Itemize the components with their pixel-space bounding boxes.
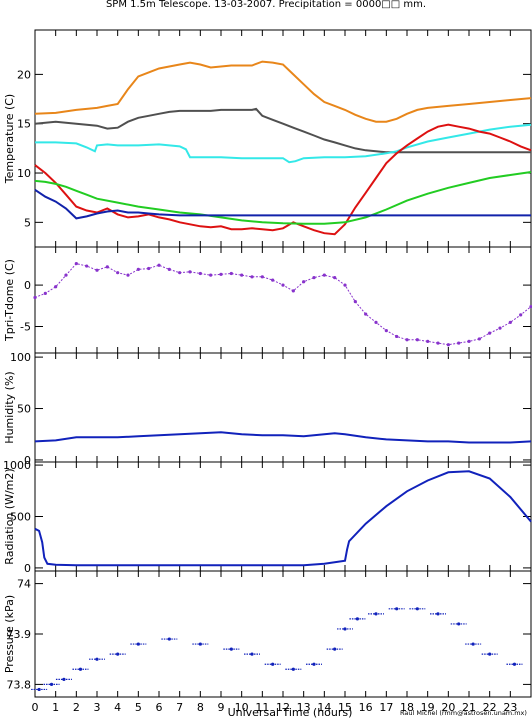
- data-point: [415, 338, 419, 342]
- data-point: [322, 273, 326, 277]
- y-axis-label: Radiation (W/m2): [3, 468, 16, 564]
- series-line: [34, 107, 531, 154]
- series-line: [34, 123, 532, 236]
- x-tick-label: 5: [135, 701, 142, 714]
- panel-2: 0 50 100 Humidity (%): [3, 351, 532, 467]
- y-tick-label: 0: [24, 454, 31, 467]
- y-tick-label: 73.8: [7, 678, 32, 691]
- chart-title: SPM 1.5m Telescope. 13-03-2007. Precipit…: [106, 0, 426, 10]
- x-tick-label: 6: [156, 701, 163, 714]
- data-point: [219, 272, 223, 276]
- x-tick-label: 18: [400, 701, 414, 714]
- y-tick-label: 0: [24, 279, 31, 292]
- y-tick-label: 5: [24, 216, 31, 229]
- panel-1: -5 0 Tpri-Tdome (C): [3, 246, 532, 354]
- x-tick-label: 4: [114, 701, 121, 714]
- y-axis-label: Humidity (%): [3, 371, 16, 443]
- y-tick-label: 10: [17, 167, 31, 180]
- x-tick-label: 16: [359, 701, 373, 714]
- data-point: [209, 273, 213, 277]
- panel-frame: [34, 461, 532, 572]
- y-tick-label: 0: [24, 562, 31, 575]
- y-tick-label: 100: [10, 351, 31, 364]
- x-tick-label: 3: [94, 701, 101, 714]
- data-point: [240, 273, 244, 277]
- x-tick-label: 0: [32, 701, 39, 714]
- data-point: [457, 341, 461, 345]
- series-line: [34, 431, 532, 444]
- x-tick-label: 12: [276, 701, 290, 714]
- x-tick-label: 14: [317, 701, 331, 714]
- x-tick-label: 8: [197, 701, 204, 714]
- x-tick-label: 9: [218, 701, 225, 714]
- data-point: [446, 343, 450, 347]
- data-point: [250, 275, 254, 279]
- x-tick-label: 13: [297, 701, 311, 714]
- x-tick-label: 22: [483, 701, 497, 714]
- data-point: [405, 338, 409, 342]
- data-point: [147, 266, 151, 271]
- x-tick-label: 15: [338, 701, 352, 714]
- y-tick-label: 50: [17, 403, 31, 416]
- series-line: [34, 60, 532, 123]
- y-tick-label: -5: [20, 321, 31, 334]
- series-line: [34, 188, 531, 220]
- series-line: [34, 171, 532, 225]
- y-axis-label: Tpri-Tdome (C): [3, 259, 16, 342]
- data-point: [426, 339, 430, 344]
- y-axis-label: Temperature (C): [3, 94, 16, 184]
- data-point: [260, 275, 264, 279]
- x-tick-label: 7: [176, 701, 183, 714]
- x-axis-label: Universal Time (hours): [228, 706, 353, 719]
- y-tick-label: 73.9: [7, 628, 32, 641]
- data-point: [467, 339, 471, 344]
- panel-frame: [34, 352, 532, 463]
- x-tick-label: 19: [421, 701, 435, 714]
- x-tick-label: 10: [235, 701, 249, 714]
- y-tick-label: 20: [17, 68, 31, 81]
- panel-frame: [34, 246, 532, 354]
- series-line: [34, 470, 532, 567]
- x-tick-label: 17: [379, 701, 393, 714]
- x-tick-label: 23: [503, 701, 517, 714]
- data-point: [198, 271, 202, 276]
- x-tick-label: 11: [255, 701, 269, 714]
- y-axis-label: Pressure (kPa): [3, 595, 16, 673]
- data-point: [477, 337, 481, 341]
- series-line: [34, 263, 532, 346]
- x-tick-label: 1: [52, 701, 59, 714]
- x-tick-label: 2: [73, 701, 80, 714]
- y-tick-label: 15: [17, 118, 31, 131]
- data-point: [436, 341, 440, 345]
- y-tick-label: 500: [10, 511, 31, 524]
- x-tick-label: 21: [462, 701, 476, 714]
- series-line: [35, 123, 532, 164]
- y-tick-label: 74: [17, 578, 31, 591]
- x-tick-label: 20: [441, 701, 455, 714]
- data-point: [85, 264, 89, 268]
- y-tick-label: 1000: [3, 459, 31, 472]
- credit-text: Raul Michel (rmm@astrosen.unam.mx): [400, 709, 527, 717]
- panel-frame: [34, 570, 532, 698]
- data-point: [229, 271, 233, 276]
